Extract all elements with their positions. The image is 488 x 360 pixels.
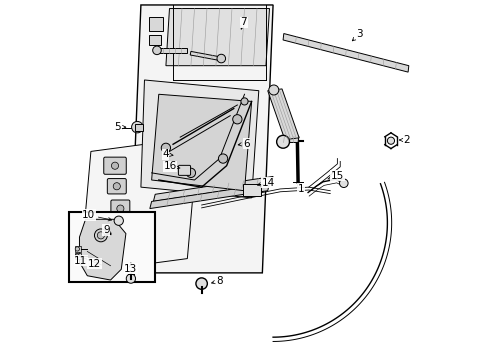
Text: 5: 5 bbox=[114, 122, 125, 132]
Text: 9: 9 bbox=[103, 225, 111, 235]
Text: 3: 3 bbox=[351, 29, 362, 41]
Circle shape bbox=[196, 278, 207, 289]
FancyBboxPatch shape bbox=[111, 200, 130, 217]
Text: 14: 14 bbox=[257, 178, 274, 188]
Polygon shape bbox=[157, 48, 187, 53]
Polygon shape bbox=[153, 176, 272, 202]
Circle shape bbox=[241, 98, 247, 105]
Bar bbox=[242, 184, 260, 196]
Polygon shape bbox=[141, 80, 258, 198]
Text: 15: 15 bbox=[327, 171, 344, 181]
Circle shape bbox=[268, 85, 278, 95]
Text: 13: 13 bbox=[124, 263, 137, 274]
Polygon shape bbox=[165, 9, 269, 66]
Polygon shape bbox=[149, 184, 269, 208]
Text: 8: 8 bbox=[211, 276, 223, 286]
Circle shape bbox=[94, 229, 107, 242]
Text: 1: 1 bbox=[297, 183, 304, 194]
Circle shape bbox=[75, 247, 80, 251]
Circle shape bbox=[111, 162, 118, 169]
Polygon shape bbox=[190, 51, 219, 60]
FancyBboxPatch shape bbox=[149, 17, 163, 31]
Circle shape bbox=[121, 226, 128, 234]
Circle shape bbox=[126, 247, 134, 254]
Circle shape bbox=[161, 143, 170, 153]
Circle shape bbox=[114, 216, 123, 225]
Polygon shape bbox=[278, 136, 298, 143]
Circle shape bbox=[218, 154, 227, 163]
Circle shape bbox=[232, 114, 242, 124]
Circle shape bbox=[113, 183, 120, 190]
Circle shape bbox=[97, 232, 104, 239]
FancyBboxPatch shape bbox=[149, 35, 161, 45]
Polygon shape bbox=[283, 33, 408, 72]
Text: 12: 12 bbox=[88, 258, 101, 269]
FancyBboxPatch shape bbox=[178, 165, 190, 175]
FancyBboxPatch shape bbox=[103, 157, 126, 174]
FancyBboxPatch shape bbox=[120, 243, 140, 258]
Circle shape bbox=[186, 168, 195, 177]
Text: 11: 11 bbox=[74, 256, 87, 266]
Text: 7: 7 bbox=[240, 17, 246, 29]
Circle shape bbox=[152, 46, 161, 55]
FancyBboxPatch shape bbox=[107, 179, 126, 194]
Circle shape bbox=[117, 205, 123, 212]
Circle shape bbox=[339, 179, 347, 188]
Circle shape bbox=[386, 137, 394, 144]
Bar bbox=[69, 212, 155, 282]
Text: 2: 2 bbox=[399, 135, 409, 145]
Text: 10: 10 bbox=[82, 210, 111, 221]
Text: 6: 6 bbox=[238, 139, 249, 149]
Polygon shape bbox=[80, 219, 125, 280]
Circle shape bbox=[75, 254, 80, 258]
Circle shape bbox=[217, 54, 225, 63]
Text: 16: 16 bbox=[163, 161, 180, 171]
Polygon shape bbox=[151, 94, 251, 191]
Bar bbox=[75, 253, 81, 259]
Circle shape bbox=[276, 135, 289, 148]
FancyBboxPatch shape bbox=[135, 123, 143, 131]
Polygon shape bbox=[130, 5, 272, 273]
FancyBboxPatch shape bbox=[114, 221, 135, 239]
Circle shape bbox=[131, 121, 143, 133]
Polygon shape bbox=[80, 137, 198, 273]
Bar bbox=[75, 246, 81, 252]
Polygon shape bbox=[267, 89, 299, 140]
Text: 4: 4 bbox=[162, 149, 173, 159]
Circle shape bbox=[126, 274, 135, 283]
